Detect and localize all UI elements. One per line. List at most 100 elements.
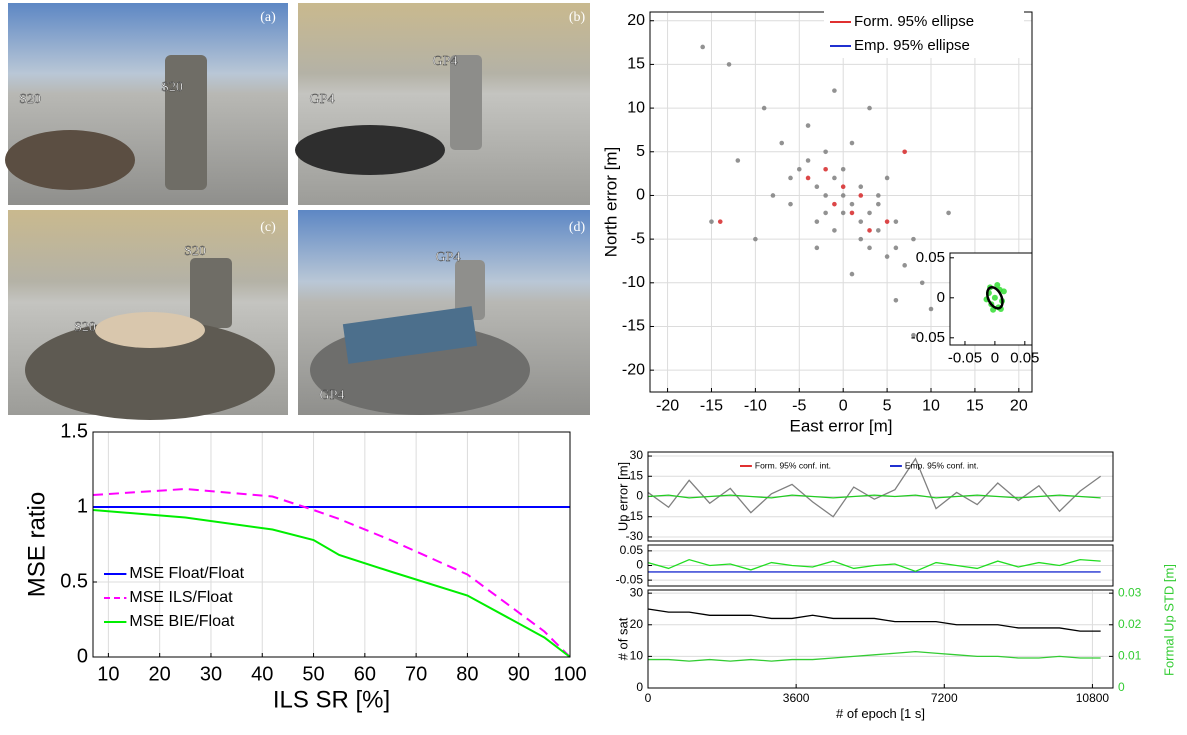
series-line [648, 650, 1101, 662]
x-tick-label: 80 [456, 663, 478, 685]
x-tick-label: 0 [991, 349, 999, 366]
scatter-point [823, 149, 828, 155]
scatter-point [761, 105, 767, 111]
scatter-point [700, 44, 705, 50]
scatter-point [893, 245, 899, 251]
x-axis-label: # of epoch [1 s] [836, 706, 925, 721]
scatter-point [867, 245, 872, 251]
plot-frame [949, 252, 1033, 346]
legend-label: Form. 95% ellipse [854, 13, 974, 30]
scatter-point [779, 140, 785, 146]
plot-area [648, 590, 1113, 688]
legend-label: MSE BIE/Float [129, 613, 234, 630]
pole [190, 258, 232, 328]
y-tick-label: 0 [636, 187, 645, 204]
series-line [92, 509, 571, 658]
photo-tag: GP4 [320, 388, 345, 403]
scatter-point [858, 236, 864, 242]
scatter-point [770, 193, 776, 198]
y-tick-label: 10 [630, 649, 644, 663]
pedestal [5, 130, 135, 190]
y-tick-label: -15 [622, 318, 645, 335]
series-line [647, 494, 1101, 499]
x-tick-label: 40 [251, 663, 273, 685]
pole [455, 260, 485, 320]
x-tick-label: -10 [744, 398, 767, 415]
scatter-point [876, 228, 881, 233]
scatter-point [805, 123, 811, 128]
scatter-point [884, 254, 890, 259]
scatter-point [840, 193, 846, 198]
x-axis-label: East error [m] [790, 417, 893, 436]
x-tick-label: 70 [405, 663, 427, 685]
y-tick-label: 0.05 [620, 543, 644, 557]
scatter-point [805, 158, 811, 163]
legend-label: Form. 95% conf. int. [755, 460, 831, 470]
x-tick-label: 90 [508, 663, 530, 685]
legend-label: MSE Float/Float [129, 565, 244, 582]
x-tick-label: 3600 [783, 691, 810, 705]
scatter-point [867, 105, 872, 111]
y-tick-label: -30 [626, 529, 644, 543]
scatter-point [858, 219, 864, 224]
scatter-point [814, 219, 820, 224]
photo-tag: S20 [184, 244, 206, 259]
x-tick-label: 50 [302, 663, 324, 685]
x-tick-label: 20 [1010, 398, 1028, 415]
y-tick-label: 0.05 [916, 249, 945, 266]
scatter-point [911, 332, 916, 338]
series-line [647, 608, 1101, 632]
y-axis-label: MSE ratio [23, 492, 50, 597]
scatter-point [911, 236, 916, 242]
pedestal [295, 125, 445, 175]
scatter-point [832, 228, 837, 233]
scatter-point [814, 245, 820, 251]
y-tick-label: -0.05 [616, 572, 644, 586]
x-tick-label: 15 [966, 398, 984, 415]
y-tick-label: -0.05 [911, 329, 945, 346]
scatter-point [994, 282, 1001, 288]
x-tick-label: -15 [700, 398, 723, 415]
y-tick-label: 0 [636, 558, 643, 572]
y-tick-label: 10 [627, 99, 645, 116]
scatter-point [832, 175, 837, 181]
photo-tag: GP4 [310, 92, 335, 107]
plot-frame [647, 451, 1114, 542]
x-tick-label: 10800 [1076, 691, 1110, 705]
scatter-point [893, 219, 899, 224]
photo-tag: S20 [19, 92, 41, 107]
x-tick-label: -5 [792, 398, 806, 415]
photo-label: (d) [569, 220, 586, 235]
plot-frame [647, 589, 1114, 689]
series-line [92, 487, 571, 658]
y2-tick-label: 0.01 [1118, 649, 1142, 663]
y-tick-label: 30 [630, 585, 644, 599]
y-tick-label: 30 [630, 448, 644, 462]
legend-label: MSE ILS/Float [129, 589, 233, 606]
y-tick-label: 0.5 [60, 570, 88, 592]
scatter-point [840, 210, 846, 216]
x-tick-label: 0 [839, 398, 848, 415]
y-axis-label: Up error [m] [615, 462, 630, 531]
scatter-point [805, 175, 811, 181]
photo-tag: S20 [161, 80, 183, 95]
plate [342, 306, 478, 364]
x-tick-label: -20 [656, 398, 679, 415]
x-tick-label: 10 [922, 398, 940, 415]
x-tick-label: 5 [883, 398, 892, 415]
scatter-point [814, 184, 820, 190]
scatter-point [858, 184, 864, 190]
scatter-point [946, 210, 951, 216]
plot-area [950, 253, 1032, 345]
plot-frame [647, 544, 1114, 587]
scatter-point [849, 210, 855, 216]
photo-label: (a) [260, 10, 276, 25]
legend-label: Emp. 95% ellipse [854, 37, 970, 54]
photo-tag: GP4 [433, 54, 458, 69]
y-tick-label: 0 [77, 645, 88, 667]
scatter-point [832, 201, 837, 207]
y-tick-label: 15 [630, 468, 644, 482]
y-tick-label: 0 [636, 489, 643, 503]
x-tick-label: 30 [200, 663, 222, 685]
scatter-point [919, 280, 925, 286]
